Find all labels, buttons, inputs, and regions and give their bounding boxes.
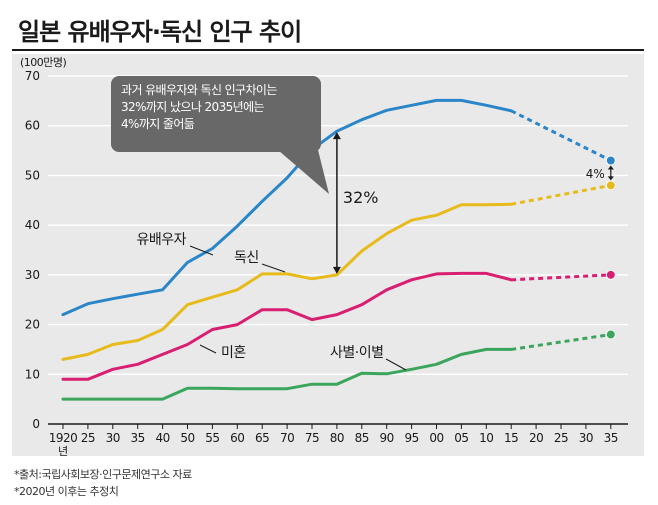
x-tick-label: 30: [579, 431, 593, 445]
x-tick-label: 50: [180, 431, 194, 445]
callout-text-line: 32%까지 났으나 2035년에는: [121, 100, 265, 114]
series-label: 유배우자: [136, 232, 186, 248]
x-tick-label: 40: [155, 431, 169, 445]
series-layer: [61, 98, 616, 401]
series-projection-line: [510, 333, 612, 351]
x-tick-label: 1920: [49, 431, 78, 445]
x-tick-label: 70: [280, 431, 294, 445]
callout-text-line: 4%까지 줄어듦: [121, 117, 195, 131]
title-divider: [12, 49, 644, 51]
y-tick-label: 10: [25, 367, 40, 381]
x-tick-label: 85: [355, 431, 369, 445]
series-line: [61, 202, 513, 361]
x-tick-label-suffix: 년: [58, 445, 68, 458]
series-line: [61, 98, 513, 317]
series-label-leader: [189, 245, 214, 256]
y-tick-label: 50: [25, 168, 40, 182]
x-tick-label: 35: [604, 431, 618, 445]
series-endpoint-marker: [605, 180, 616, 191]
x-tick-label: 95: [404, 431, 418, 445]
y-tick-label: 70: [25, 69, 40, 83]
y-axis: 0 10 20 30 40 50 60 70(100만명): [20, 56, 67, 431]
x-tick-label: 90: [380, 431, 394, 445]
x-tick-label: 25: [81, 431, 95, 445]
x-tick-label: 05: [454, 431, 468, 445]
series-label: 사별·이별: [330, 345, 383, 361]
y-axis-label: (100만명): [20, 56, 67, 69]
x-tick-label: 00: [429, 431, 443, 445]
callout-text-line: 과거 유배우자와 독신 인구차이는: [121, 83, 277, 97]
gap-arrow-head-up: [332, 132, 341, 140]
series-endpoint-marker: [605, 269, 616, 280]
footnote-projection: *2020년 이후는 추정치: [14, 485, 119, 498]
x-tick-label: 25: [554, 431, 568, 445]
series-endpoint-marker: [605, 329, 616, 340]
x-tick-label: 10: [479, 431, 493, 445]
x-tick-label: 30: [106, 431, 120, 445]
gap-1980-label: 32%: [343, 188, 379, 207]
series-endpoint-marker: [605, 155, 616, 166]
callout-pointer: [278, 150, 329, 194]
series-label-leader: [261, 263, 286, 273]
y-tick-label: 60: [25, 119, 40, 133]
x-tick-label: 15: [504, 431, 518, 445]
callout-box: [111, 76, 321, 152]
series-label: 독신: [234, 250, 259, 266]
gap-arrow-head-down: [332, 266, 341, 274]
x-tick-label: 60: [230, 431, 244, 445]
series-label-leader: [385, 358, 407, 371]
x-axis: 1920 25 30 35 40 50 55 60 65 70 75 80 85 90 95 00 05 10 15…: [49, 424, 618, 458]
gap-2035-arrow-head-up: [607, 165, 614, 170]
gap-2035-arrow-head-down: [607, 176, 614, 181]
series-label: 미혼: [221, 345, 246, 361]
series-line: [61, 271, 513, 381]
annotation-layer: 32% 4% 과거 유배우자와 독신 인구차이는 32%까지 났으나 2035년에는 4…: [111, 76, 614, 274]
chart-title: 일본 유배우자·독신 인구 추이: [18, 18, 302, 46]
series-projection-line: [511, 273, 611, 282]
x-tick-label: 65: [255, 431, 269, 445]
series-line: [61, 347, 513, 401]
gap-2035-label: 4%: [586, 167, 605, 181]
y-tick-label: 40: [25, 218, 40, 232]
series-projection-line: [510, 109, 612, 162]
x-tick-label: 75: [305, 431, 319, 445]
series-projection-line: [510, 183, 612, 206]
y-tick-label: 0: [32, 417, 40, 431]
x-tick-label: 80: [330, 431, 344, 445]
footnote-source: *출처:국립사회보장·인구문제연구소 자료: [14, 468, 192, 481]
y-tick-label: 30: [25, 268, 40, 282]
y-tick-label: 20: [25, 318, 40, 332]
x-tick-label: 55: [205, 431, 219, 445]
series-label-leader: [199, 344, 217, 354]
x-tick-label: 20: [529, 431, 543, 445]
x-tick-label: 35: [131, 431, 145, 445]
